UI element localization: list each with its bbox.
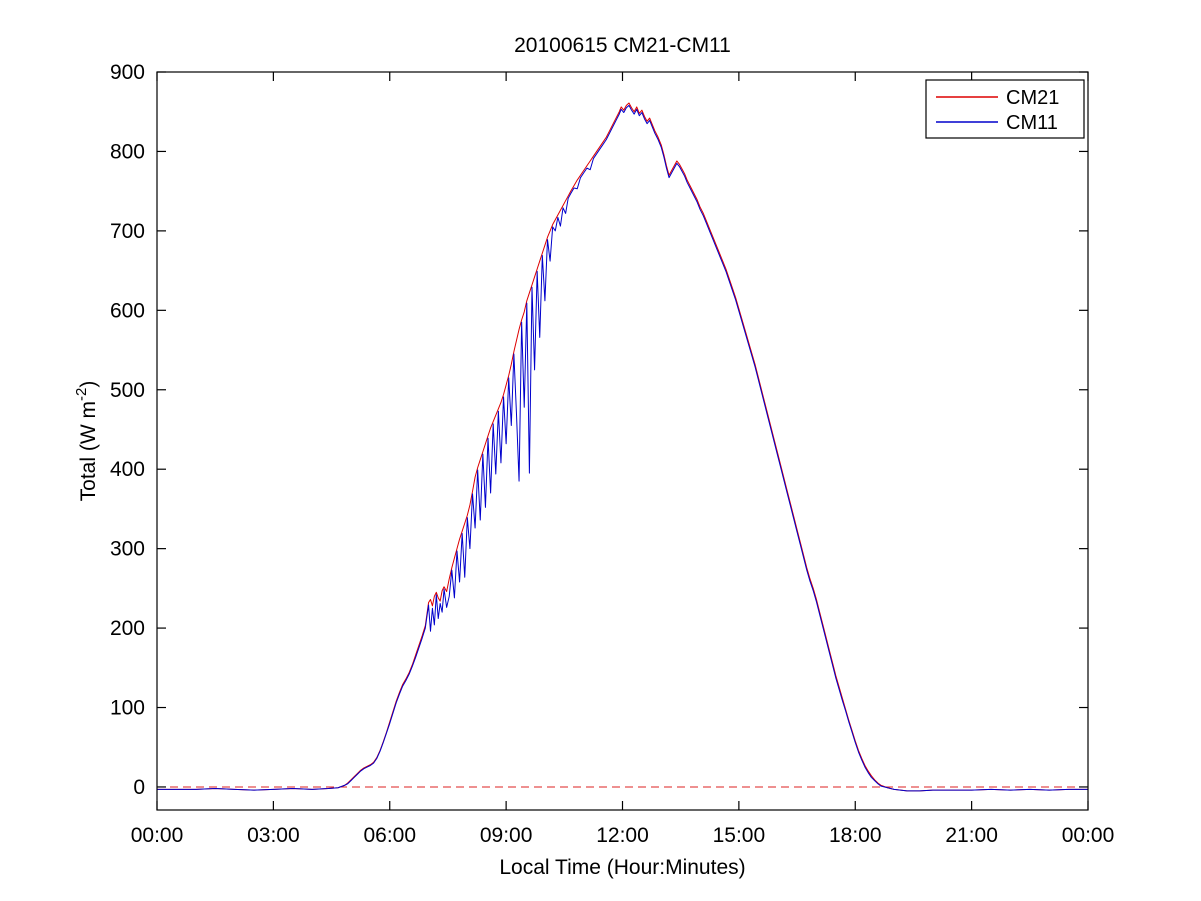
y-axis-label: Total (W m-2) bbox=[73, 381, 100, 502]
plot-area bbox=[157, 72, 1088, 810]
x-tick-label: 12:00 bbox=[596, 824, 649, 847]
x-tick-label: 15:00 bbox=[713, 824, 766, 847]
x-tick-label: 03:00 bbox=[247, 824, 300, 847]
y-tick-label: 900 bbox=[110, 61, 145, 84]
legend: CM21 CM11 bbox=[925, 79, 1085, 139]
x-tick-label: 00:00 bbox=[1062, 824, 1115, 847]
x-tick-label: 06:00 bbox=[363, 824, 416, 847]
y-tick-label: 400 bbox=[110, 458, 145, 481]
y-tick-label: 700 bbox=[110, 220, 145, 243]
y-tick-label: 100 bbox=[110, 697, 145, 720]
y-tick-label: 800 bbox=[110, 140, 145, 163]
y-tick-label: 600 bbox=[110, 299, 145, 322]
x-tick-label: 00:00 bbox=[131, 824, 184, 847]
x-tick-label: 18:00 bbox=[829, 824, 882, 847]
series-cm21-line bbox=[156, 102, 1089, 792]
x-tick-label: 09:00 bbox=[480, 824, 533, 847]
chart-title: 20100615 CM21-CM11 bbox=[514, 34, 731, 57]
x-axis-label: Local Time (Hour:Minutes) bbox=[499, 856, 745, 879]
legend-box bbox=[925, 79, 1085, 139]
x-tick-label: 21:00 bbox=[945, 824, 998, 847]
legend-label-cm21: CM21 bbox=[1006, 87, 1059, 109]
y-tick-label: 200 bbox=[110, 617, 145, 640]
y-tick-label: 0 bbox=[133, 776, 145, 799]
legend-label-cm11: CM11 bbox=[1006, 112, 1058, 134]
y-tick-label: 300 bbox=[110, 538, 145, 561]
y-tick-label: 500 bbox=[110, 379, 145, 402]
series-cm11-line bbox=[156, 104, 1089, 792]
